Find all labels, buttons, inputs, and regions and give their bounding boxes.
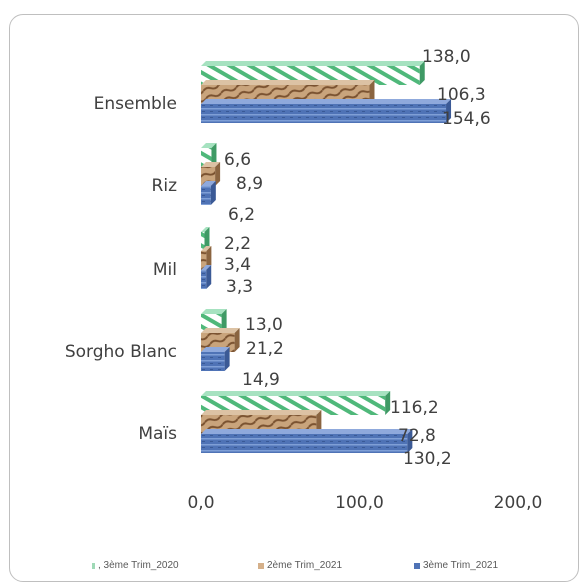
x-tick-label-1: 100,0	[335, 493, 384, 513]
category-label-riz: Riz	[152, 176, 178, 196]
value-label-riz-2021-q2: 8,9	[236, 174, 263, 194]
x-tick-label-0: 0,0	[187, 493, 214, 513]
value-label-mil-2021-q3: 3,3	[226, 277, 253, 297]
value-label-ensemble-2020: 138,0	[422, 47, 471, 67]
bar-mil-2021-q2	[201, 246, 212, 270]
legend-label-2021-q2: 2ème Trim_2021	[267, 560, 343, 571]
bar-sorgho-blanc-2021-q3	[201, 347, 230, 371]
value-label-ma-s-2021-q2: 72,8	[398, 426, 436, 446]
legend-swatch-2021-q3	[414, 562, 420, 569]
legend-swatch-2020	[92, 562, 95, 569]
bar-mil-2020	[201, 227, 210, 251]
value-label-sorgho-blanc-2020: 13,0	[245, 315, 283, 335]
bar-riz-2020	[201, 143, 217, 167]
value-label-sorgho-blanc-2021-q3: 14,9	[242, 370, 280, 390]
legend-swatch-2021-q2	[258, 562, 264, 569]
legend-item-2020: , 3ème Trim_2020	[92, 560, 179, 571]
category-label-ensemble: Ensemble	[94, 94, 177, 114]
value-label-ma-s-2020: 116,2	[390, 398, 439, 418]
value-label-riz-2021-q3: 6,2	[228, 205, 255, 225]
value-label-riz-2020: 6,6	[224, 150, 251, 170]
bar-ma-s-2021-q3	[201, 429, 413, 453]
value-label-ensemble-2021-q2: 106,3	[437, 85, 486, 105]
value-label-mil-2021-q2: 3,4	[224, 255, 251, 275]
value-label-ma-s-2021-q3: 130,2	[403, 449, 452, 469]
value-label-ensemble-2021-q3: 154,6	[442, 109, 491, 129]
legend-item-2021-q3: 3ème Trim_2021	[414, 560, 498, 571]
category-label-mil: Mil	[153, 260, 177, 280]
value-label-sorgho-blanc-2021-q2: 21,2	[246, 339, 284, 359]
legend-item-2021-q2: 2ème Trim_2021	[258, 560, 342, 571]
bar-mil-2021-q3	[201, 265, 212, 289]
bar-ensemble-2021-q3	[201, 99, 452, 123]
bar-riz-2021-q3	[201, 181, 216, 205]
legend-label-2021-q3: 3ème Trim_2021	[423, 560, 499, 571]
category-label-sorgho-blanc: Sorgho Blanc	[65, 342, 177, 362]
value-label-mil-2020: 2,2	[224, 234, 251, 254]
x-tick-label-2: 200,0	[494, 493, 543, 513]
legend-label-2020: , 3ème Trim_2020	[98, 560, 179, 571]
category-label-ma-s: Maïs	[138, 424, 177, 444]
